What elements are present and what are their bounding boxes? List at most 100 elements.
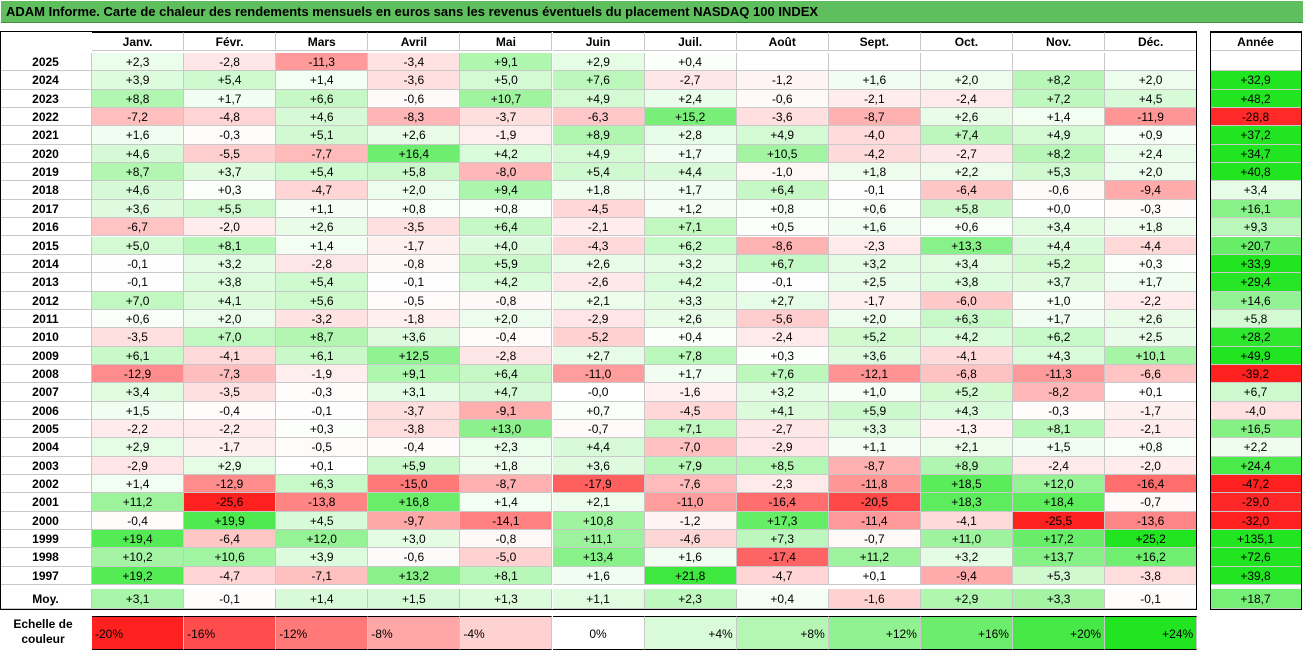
heat-cell: -4,1 — [920, 346, 1013, 365]
heat-cell: +0,3 — [276, 420, 369, 439]
heat-cell: -4,6 — [644, 530, 737, 549]
heat-cell: -2,0 — [1105, 456, 1198, 476]
year-label: 2007 — [0, 383, 92, 402]
annual-cell: +34,7 — [1210, 144, 1302, 164]
heat-cell: +3,7 — [184, 163, 277, 182]
annual-cell: -47,2 — [1210, 475, 1302, 494]
heat-cell: -2,7 — [644, 71, 737, 90]
heat-cell: +0,6 — [92, 309, 185, 329]
heat-cell: +1,6 — [828, 218, 921, 237]
heat-cell: +2,6 — [276, 218, 369, 237]
heat-cell: +5,8 — [920, 199, 1013, 219]
heat-cell: -4,7 — [276, 181, 369, 200]
heat-cell: -2,2 — [1105, 291, 1198, 310]
heat-cell: -8,2 — [1013, 383, 1106, 402]
heat-cell: +1,0 — [828, 383, 921, 402]
color-scale-stop: +20% — [1013, 616, 1106, 650]
heat-cell: +4,5 — [1105, 89, 1198, 109]
heat-cell: -1,2 — [736, 71, 829, 90]
heat-cell: -3,6 — [736, 108, 829, 127]
heat-cell: -6,0 — [920, 291, 1013, 310]
heat-cell: -2,8 — [184, 53, 277, 72]
year-label: 2024 — [0, 71, 92, 90]
heat-cell: +1,1 — [276, 199, 369, 219]
heat-cell: -8,3 — [368, 108, 461, 127]
heat-cell: -13,8 — [276, 493, 369, 512]
heat-cell: -2,7 — [736, 420, 829, 439]
heat-cell: +8,2 — [1013, 144, 1106, 164]
heat-cell — [736, 53, 829, 72]
heat-cell: -4,7 — [736, 566, 829, 586]
year-label: 2015 — [0, 236, 92, 255]
heat-cell: -4,7 — [184, 566, 277, 586]
heat-cell: +1,6 — [552, 566, 645, 586]
heat-cell: +18,3 — [920, 493, 1013, 512]
heat-cell: +8,8 — [92, 89, 185, 109]
heat-cell: -2,3 — [828, 236, 921, 255]
heat-cell: -3,4 — [368, 53, 461, 72]
month-header: Déc. — [1105, 32, 1198, 51]
heat-cell: +4,3 — [920, 401, 1013, 420]
annual-cell: +6,7 — [1210, 383, 1302, 402]
heat-cell: +4,4 — [644, 163, 737, 182]
heat-cell: +5,5 — [184, 199, 277, 219]
heat-cell: -1,6 — [644, 383, 737, 402]
heat-cell: +5,0 — [460, 71, 553, 90]
heat-cell: -11,3 — [1013, 364, 1106, 384]
annual-cell: +14,6 — [1210, 291, 1302, 310]
heat-cell: +11,2 — [92, 493, 185, 512]
average-cell: +3,1 — [92, 589, 185, 610]
heat-cell: +0,8 — [368, 199, 461, 219]
heat-cell: -5,6 — [736, 309, 829, 329]
color-scale-stop: -20% — [92, 616, 185, 650]
average-cell: +1,4 — [276, 589, 369, 610]
heat-cell: -7,3 — [184, 364, 277, 384]
heat-cell: +1,8 — [828, 163, 921, 182]
heat-cell: +3,8 — [920, 273, 1013, 292]
heat-cell: +4,2 — [460, 273, 553, 292]
month-header: Mars — [276, 32, 369, 51]
heat-cell: +2,0 — [920, 71, 1013, 90]
heat-cell: -3,8 — [1105, 566, 1198, 586]
color-scale-stop: -12% — [276, 616, 369, 650]
heat-cell: +13,2 — [368, 566, 461, 586]
heat-cell: +8,5 — [736, 456, 829, 476]
heat-cell: -0,8 — [460, 530, 553, 549]
heat-cell: +8,7 — [276, 328, 369, 347]
year-label: 2002 — [0, 475, 92, 494]
heat-cell: -15,0 — [368, 475, 461, 494]
heat-cell: -2,4 — [736, 328, 829, 347]
heat-cell: -9,1 — [460, 401, 553, 420]
heat-cell: +1,4 — [1013, 108, 1106, 127]
heat-cell: -0,1 — [276, 401, 369, 420]
heat-cell: -4,8 — [184, 108, 277, 127]
heat-cell: -2,7 — [920, 144, 1013, 164]
heat-cell: +2,6 — [552, 254, 645, 274]
year-label: 2001 — [0, 493, 92, 512]
heat-cell: +11,1 — [552, 530, 645, 549]
heat-cell: +10,6 — [184, 548, 277, 567]
heat-cell: +18,4 — [1013, 493, 1106, 512]
heat-cell: +16,8 — [368, 493, 461, 512]
heat-cell: -1,7 — [368, 236, 461, 255]
heat-cell: +6,2 — [644, 236, 737, 255]
heat-cell: +3,4 — [92, 383, 185, 402]
heat-cell: -1,8 — [368, 309, 461, 329]
heat-cell: +11,0 — [920, 530, 1013, 549]
annual-cell: +5,8 — [1210, 309, 1302, 329]
heat-cell: +0,1 — [828, 566, 921, 586]
annual-cell: +32,9 — [1210, 71, 1302, 90]
heat-cell: +2,4 — [644, 89, 737, 109]
heat-cell: +2,0 — [184, 309, 277, 329]
heat-cell: -4,1 — [920, 511, 1013, 531]
heat-cell: +10,7 — [460, 89, 553, 109]
heat-cell: +19,2 — [92, 566, 185, 586]
heat-cell: +1,8 — [460, 456, 553, 476]
heat-cell: -12,9 — [184, 475, 277, 494]
heat-cell: -2,8 — [460, 346, 553, 365]
heat-cell: -5,2 — [552, 328, 645, 347]
heat-cell: +1,4 — [276, 71, 369, 90]
heat-cell: +2,2 — [920, 163, 1013, 182]
annual-cell: +40,8 — [1210, 163, 1302, 182]
heat-cell: +3,3 — [644, 291, 737, 310]
